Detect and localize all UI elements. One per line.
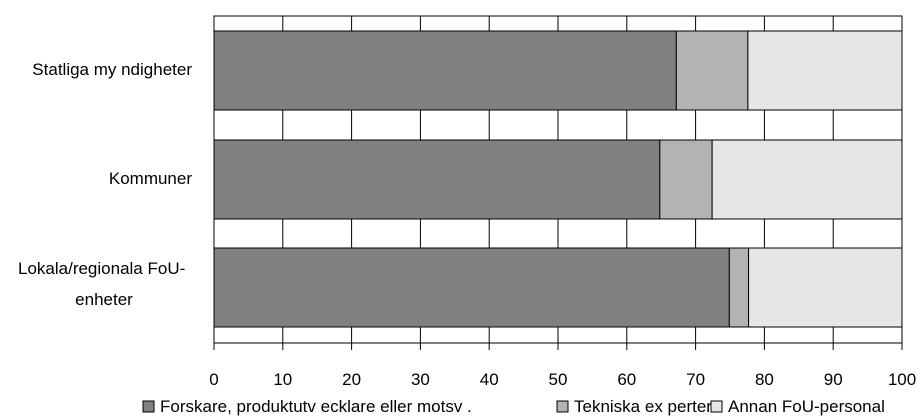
bar-segment (748, 247, 903, 328)
x-tick-label: 10 (273, 370, 292, 389)
x-tick-label: 60 (617, 370, 636, 389)
category-label-lokala-regionala: Lokala/regionala FoU- enheter (18, 259, 190, 309)
category-label-statliga: Statliga my ndigheter (32, 60, 192, 79)
x-tick-label: 20 (342, 370, 361, 389)
category-label-kommuner: Kommuner (109, 169, 192, 188)
x-tick-label: 70 (686, 370, 705, 389)
bar-segment (711, 139, 903, 220)
legend: Forskare, produktutv ecklare eller motsv… (142, 397, 885, 416)
bar-segment (213, 247, 730, 328)
x-tick-label: 30 (411, 370, 430, 389)
x-tick-label: 90 (824, 370, 843, 389)
legend-label: Forskare, produktutv ecklare eller motsv… (160, 397, 472, 416)
legend-label: Tekniska ex perter (574, 397, 712, 416)
bar-segment (659, 139, 713, 220)
x-tick-label: 0 (209, 370, 218, 389)
bars (213, 30, 903, 328)
bar-segment (213, 30, 677, 111)
y-axis-labels: Statliga my ndigheter Kommuner Lokala/re… (18, 60, 192, 309)
x-tick-label: 50 (549, 370, 568, 389)
x-axis: 0 10 20 30 40 50 60 70 80 90 100 (209, 343, 916, 389)
x-tick-label: 40 (480, 370, 499, 389)
bar-segment (728, 247, 750, 328)
legend-label: Annan FoU-personal (728, 397, 885, 416)
bar-segment (675, 30, 749, 111)
x-tick-label: 100 (888, 370, 916, 389)
legend-swatch (710, 400, 723, 413)
bar-segment (213, 139, 661, 220)
bar-segment (747, 30, 903, 111)
legend-swatch (142, 400, 155, 413)
legend-swatch (556, 400, 569, 413)
x-tick-label: 80 (755, 370, 774, 389)
